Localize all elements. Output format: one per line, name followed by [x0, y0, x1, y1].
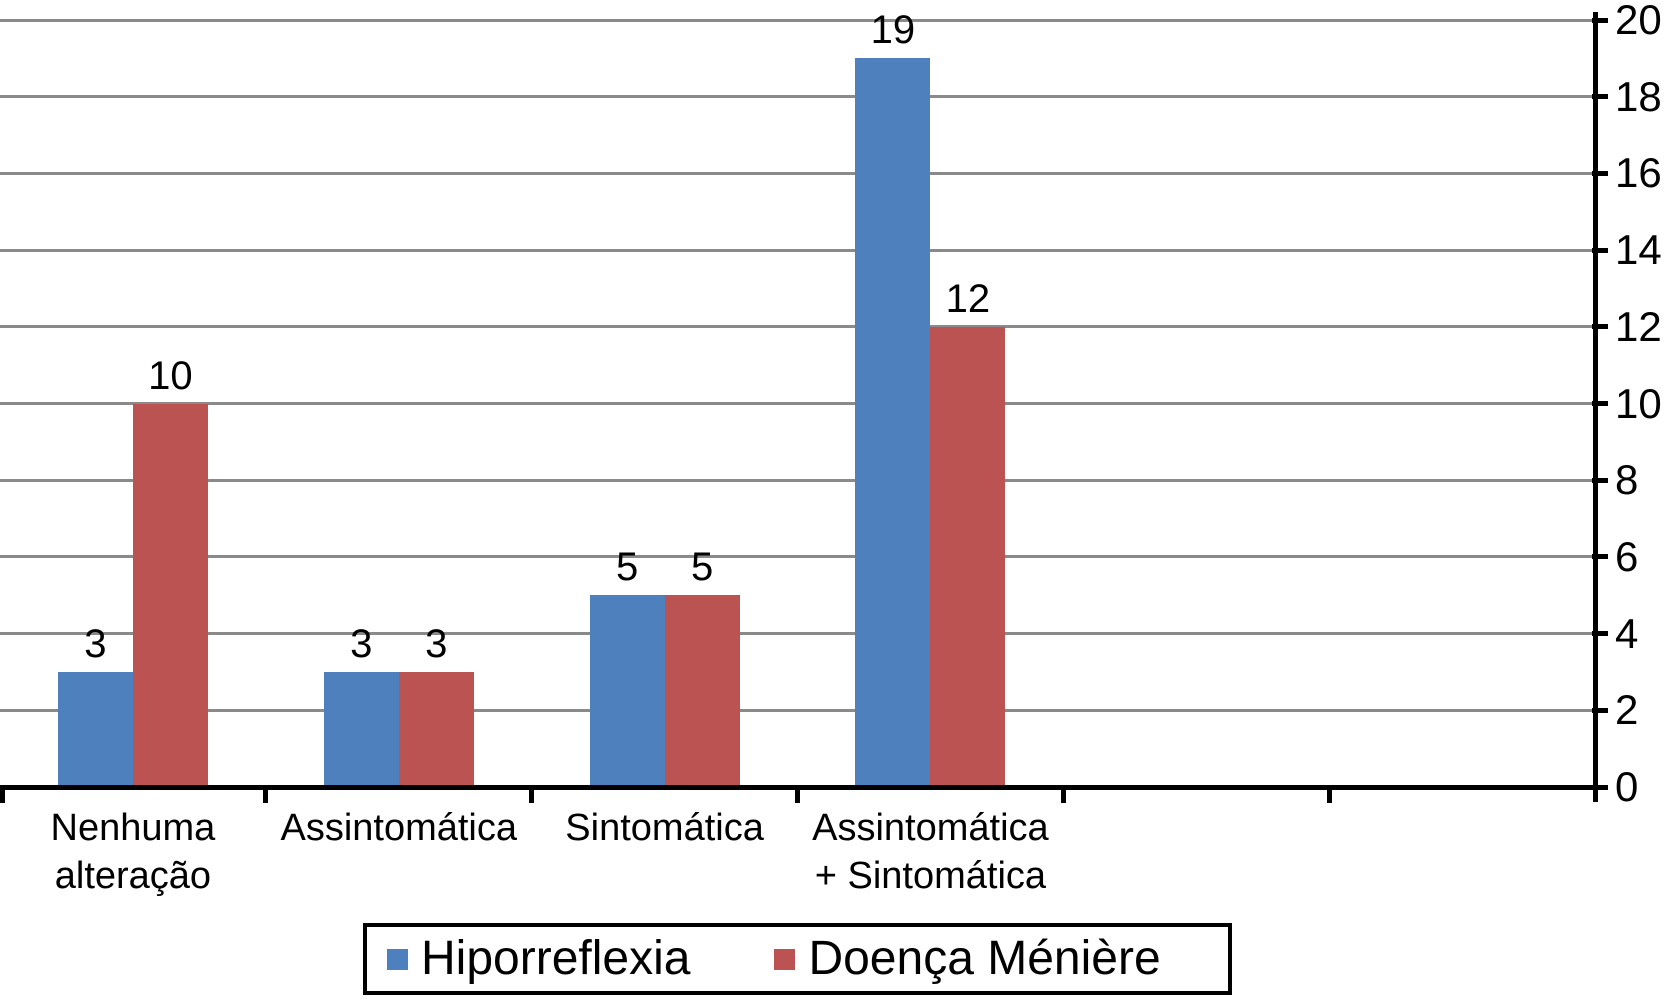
bar	[57, 671, 133, 787]
y-axis-tick-label: 12	[1615, 302, 1662, 350]
data-label: 12	[945, 276, 991, 321]
y-axis-tick	[1592, 554, 1608, 560]
y-axis-tick	[1592, 401, 1608, 406]
data-label: 19	[870, 8, 916, 53]
gridline	[0, 325, 1593, 329]
y-axis-tick-label: 20	[1615, 0, 1662, 43]
y-axis-tick-label: 14	[1615, 226, 1662, 274]
legend-label-doenca-meniere: Doença Ménière	[808, 932, 1161, 985]
bar	[855, 58, 931, 787]
y-axis-tick	[1592, 324, 1608, 330]
gridline	[0, 171, 1593, 175]
y-axis-tick	[1592, 17, 1608, 23]
bar	[664, 595, 740, 787]
y-axis-tick	[1592, 170, 1608, 176]
y-axis-tick-label: 0	[1615, 763, 1639, 810]
legend-entry-hiporreflexia: Hiporreflexia	[387, 935, 690, 983]
y-axis-tick-label: 4	[1615, 609, 1639, 657]
y-axis-tick	[1592, 247, 1608, 253]
y-axis-tick-label: 16	[1615, 149, 1662, 197]
data-label: 10	[148, 353, 193, 398]
data-label: 3	[84, 621, 107, 666]
y-axis-tick-label: 10	[1615, 379, 1662, 427]
category-label: Nenhuma alteração	[50, 807, 216, 897]
x-axis-tick	[263, 787, 269, 803]
legend: Hiporreflexia Doença Ménière	[363, 923, 1232, 995]
x-axis-tick	[1326, 787, 1332, 803]
bar	[323, 671, 399, 787]
gridline	[0, 402, 1593, 405]
bar	[132, 403, 208, 787]
y-axis-tick-label: 18	[1615, 72, 1662, 120]
y-axis-tick	[1592, 784, 1608, 790]
legend-marker-doenca-meniere-icon	[774, 948, 796, 970]
y-axis-tick	[1592, 707, 1608, 713]
x-axis-tick	[529, 787, 535, 803]
data-label: 3	[350, 621, 373, 666]
x-axis-tick	[795, 787, 800, 803]
gridline	[0, 555, 1593, 559]
data-label: 3	[425, 621, 448, 666]
gridline	[0, 18, 1593, 22]
data-label: 5	[690, 545, 714, 590]
bar	[589, 595, 665, 787]
y-axis-tick-label: 2	[1615, 686, 1639, 734]
data-label: 5	[615, 545, 639, 590]
y-axis-tick-label: 8	[1615, 456, 1639, 504]
gridline	[0, 708, 1593, 712]
bar	[398, 671, 474, 787]
gridline	[0, 248, 1593, 252]
gridline	[0, 95, 1593, 99]
gridline	[0, 478, 1593, 482]
category-label: Sintomática	[565, 807, 764, 849]
legend-entry-doenca-meniere: Doença Ménière	[774, 932, 1161, 985]
legend-label-hiporreflexia: Hiporreflexia	[421, 932, 691, 985]
y-axis-tick	[1592, 477, 1608, 483]
y-axis-tick	[1592, 631, 1608, 637]
bar	[930, 326, 1006, 787]
y-axis-line	[1593, 12, 1598, 802]
gridline	[0, 632, 1593, 636]
category-label: Assintomática + Sintomática	[812, 807, 1049, 897]
y-axis-tick-label: 6	[1615, 532, 1639, 580]
legend-marker-hiporreflexia-icon	[387, 948, 408, 970]
category-label: Assintomática	[280, 807, 518, 849]
x-axis-tick	[1060, 787, 1066, 803]
x-axis-tick	[0, 787, 5, 803]
y-axis-tick	[1592, 94, 1608, 100]
